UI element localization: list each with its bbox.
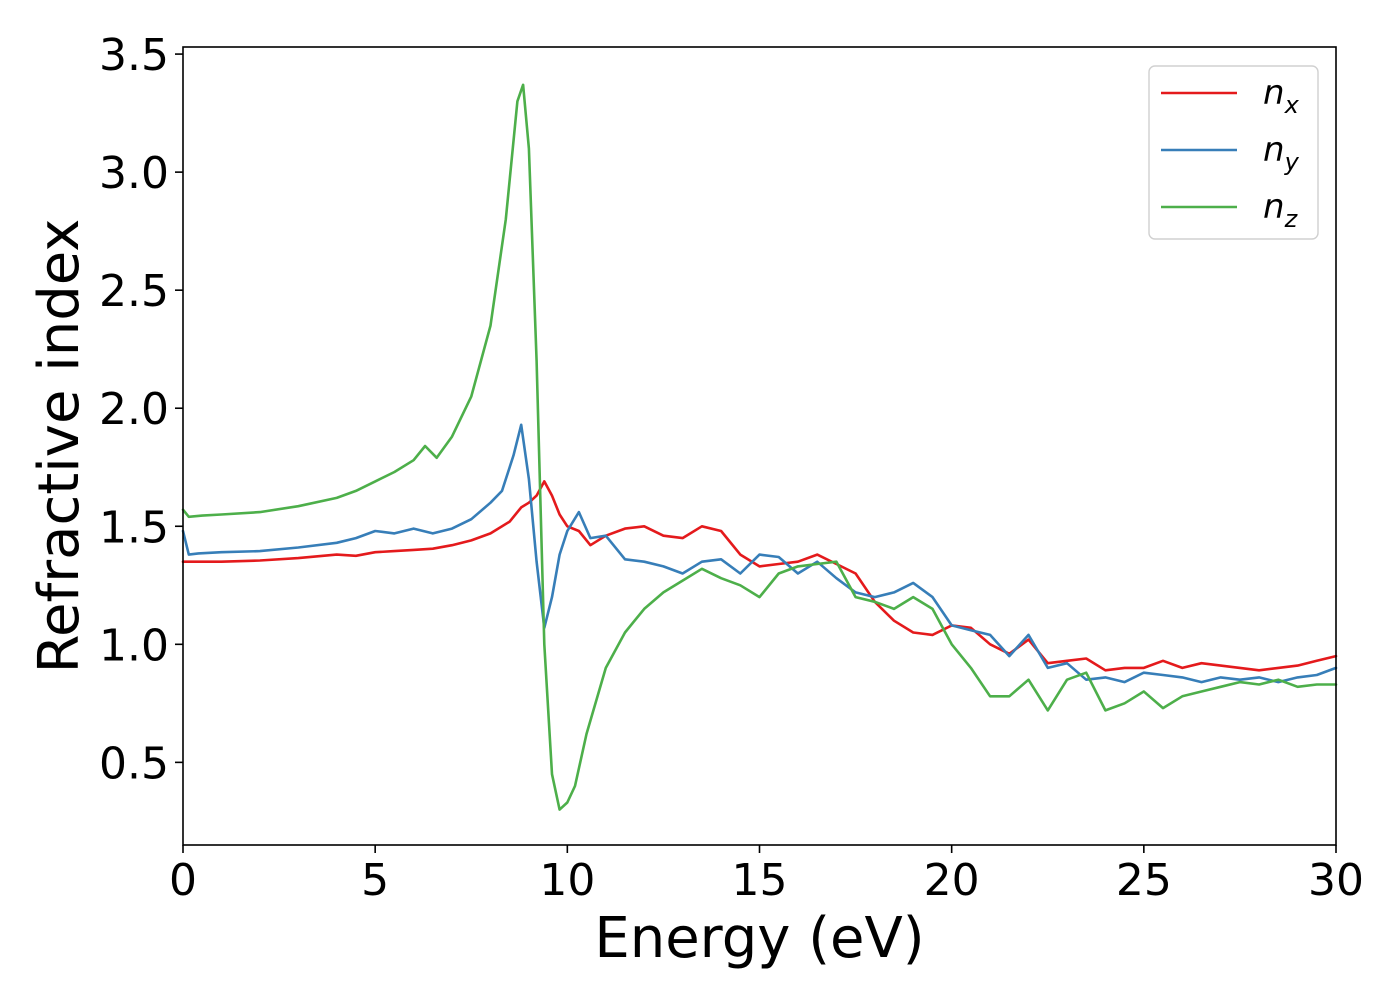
x-tick-label: 30 — [1308, 855, 1364, 906]
y-tick-label: 1.5 — [99, 502, 169, 553]
x-axis-label: Energy (eV) — [594, 906, 924, 971]
x-tick-label: 15 — [732, 855, 788, 906]
legend-box — [1148, 65, 1319, 240]
y-tick-label: 3.0 — [99, 148, 169, 199]
x-tick-label: 5 — [361, 855, 389, 906]
x-tick-label: 25 — [1116, 855, 1172, 906]
x-axis-ticks: 0 5 10 15 20 25 30 — [169, 845, 1364, 906]
y-tick-label: 1.0 — [99, 620, 169, 671]
y-tick-label: 3.5 — [99, 30, 169, 81]
y-tick-label: 2.5 — [99, 266, 169, 317]
series-line-y — [181, 423, 1338, 684]
series-layer — [181, 83, 1338, 811]
x-tick-label: 20 — [924, 855, 980, 906]
x-tick-label: 0 — [169, 855, 197, 906]
y-axis-label: Refractive index — [27, 219, 92, 674]
plot-area — [183, 47, 1336, 845]
x-tick-label: 10 — [539, 855, 595, 906]
y-axis-ticks: 0.5 1.0 1.5 2.0 2.5 3.0 3.5 — [99, 30, 183, 789]
series-line-x — [181, 480, 1338, 672]
y-tick-label: 2.0 — [99, 384, 169, 435]
series-line-z — [181, 83, 1338, 811]
y-tick-label: 0.5 — [99, 738, 169, 789]
